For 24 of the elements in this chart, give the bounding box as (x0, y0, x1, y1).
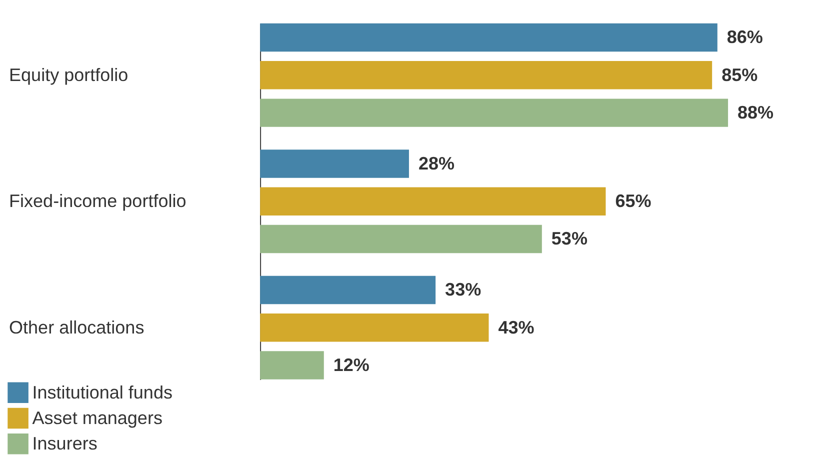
legend-label: Institutional funds (32, 382, 172, 402)
bar (260, 23, 718, 52)
bar (260, 351, 324, 380)
bar (260, 276, 436, 304)
data-label: 85% (722, 64, 758, 85)
legend-label: Asset managers (32, 408, 162, 428)
data-label: 86% (726, 27, 763, 48)
data-label: 12% (333, 354, 370, 375)
bar (260, 187, 606, 216)
y-tick-label: Other allocations (9, 317, 144, 338)
bar (260, 98, 728, 127)
bar (260, 224, 542, 254)
data-label: 43% (498, 317, 534, 338)
bar (260, 61, 712, 90)
y-tick-label: Fixed-income portfolio (9, 191, 186, 212)
data-label: 33% (445, 280, 482, 300)
y-tick-label: Equity portfolio (9, 64, 128, 85)
data-label: 28% (418, 153, 455, 174)
data-label: 53% (551, 228, 588, 249)
data-label: 88% (738, 102, 774, 122)
data-label: 65% (615, 191, 652, 212)
bar (260, 313, 489, 342)
legend-label: Insurers (32, 434, 98, 454)
bar (260, 150, 409, 178)
